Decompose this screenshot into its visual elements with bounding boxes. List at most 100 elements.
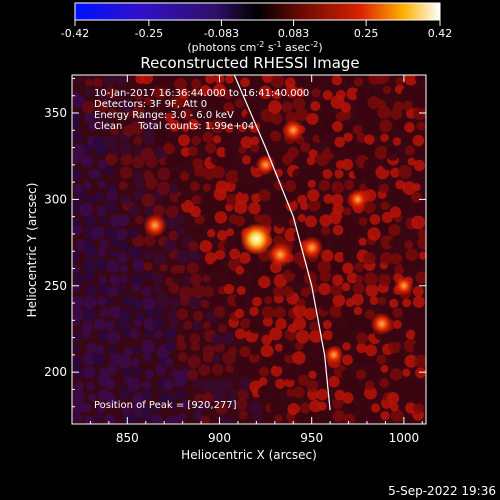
texture-blob	[176, 264, 186, 274]
texture-blob	[72, 308, 85, 321]
texture-blob	[402, 181, 417, 195]
y-tick-label: 300	[44, 192, 67, 206]
texture-blob	[319, 214, 332, 227]
texture-blob	[118, 181, 128, 191]
texture-blob	[273, 306, 286, 319]
texture-blob	[144, 369, 155, 379]
texture-blob	[292, 303, 307, 318]
texture-blob	[194, 412, 203, 421]
texture-blob	[168, 400, 178, 410]
texture-blob	[83, 240, 95, 253]
texture-blob	[248, 352, 260, 364]
texture-blob	[169, 297, 182, 309]
texture-blob	[395, 77, 405, 86]
texture-blob	[238, 410, 249, 420]
texture-blob	[404, 240, 414, 250]
texture-blob	[367, 88, 376, 97]
texture-blob	[258, 275, 271, 289]
texture-blob	[320, 413, 331, 424]
texture-blob	[152, 283, 163, 294]
texture-blob	[106, 363, 118, 376]
texture-blob	[141, 193, 155, 207]
texture-blob	[212, 379, 227, 394]
texture-blob	[405, 329, 416, 340]
texture-blob	[356, 332, 369, 345]
texture-blob	[107, 330, 121, 344]
texture-blob	[225, 124, 234, 133]
texture-blob	[370, 369, 379, 379]
texture-blob	[355, 352, 368, 366]
texture-blob	[73, 75, 83, 83]
texture-blob	[356, 342, 367, 354]
texture-blob	[158, 393, 168, 403]
texture-blob	[108, 345, 118, 355]
texture-blob	[223, 241, 233, 250]
texture-blob	[194, 226, 204, 236]
texture-blob	[248, 400, 262, 415]
texture-blob	[183, 276, 193, 286]
texture-blob	[346, 272, 358, 284]
texture-blob	[225, 193, 238, 206]
texture-blob	[142, 352, 152, 362]
texture-blob	[86, 342, 97, 353]
texture-blob	[97, 180, 107, 189]
texture-blob	[295, 108, 309, 122]
texture-blob	[213, 389, 227, 403]
texture-blob	[168, 119, 181, 132]
texture-blob	[224, 146, 237, 159]
texture-blob	[225, 364, 234, 373]
texture-blob	[116, 228, 128, 241]
texture-blob	[249, 306, 259, 316]
texture-blob	[308, 370, 317, 380]
texture-blob	[83, 181, 92, 190]
texture-blob	[379, 378, 389, 388]
texture-blob	[170, 137, 179, 146]
texture-blob	[176, 340, 187, 352]
texture-blob	[239, 183, 250, 194]
texture-blob	[226, 397, 238, 409]
texture-blob	[212, 165, 225, 179]
texture-blob	[141, 388, 153, 401]
texture-blob	[229, 248, 241, 260]
texture-blob	[91, 351, 106, 366]
texture-blob	[332, 224, 344, 236]
texture-blob	[236, 170, 246, 180]
texture-blob	[109, 274, 121, 286]
texture-blob	[202, 345, 215, 358]
texture-blob	[226, 271, 237, 282]
texture-blob	[403, 378, 417, 391]
texture-blob	[93, 169, 102, 178]
texture-blob	[132, 413, 141, 423]
texture-blob	[133, 136, 143, 146]
texture-blob	[300, 142, 311, 153]
texture-blob	[404, 354, 418, 368]
x-tick-label: 1000	[389, 431, 420, 445]
texture-blob	[332, 203, 344, 215]
texture-blob	[212, 83, 227, 98]
y-axis: 200 250 300 350	[44, 77, 426, 408]
texture-blob	[274, 414, 283, 423]
texture-blob	[269, 401, 283, 415]
texture-blob	[379, 119, 393, 133]
texture-blob	[273, 193, 285, 205]
texture-blob	[103, 75, 116, 87]
texture-blob	[180, 108, 193, 121]
texture-blob	[328, 375, 340, 388]
texture-blob	[411, 215, 426, 230]
texture-blob	[376, 99, 386, 109]
texture-blob	[179, 171, 190, 182]
texture-blob	[202, 274, 211, 283]
texture-blob	[353, 77, 364, 87]
texture-blob	[217, 229, 228, 241]
texture-blob	[119, 308, 132, 322]
texture-blob	[331, 323, 341, 333]
sources	[143, 119, 415, 365]
texture-blob	[199, 85, 211, 96]
texture-blob	[141, 286, 152, 297]
texture-blob	[239, 346, 251, 358]
texture-blob	[342, 206, 352, 216]
texture-blob	[225, 416, 235, 424]
texture-blob	[322, 330, 333, 341]
colorbar-tick-label: 0.42	[428, 27, 453, 40]
texture-blob	[81, 154, 94, 168]
